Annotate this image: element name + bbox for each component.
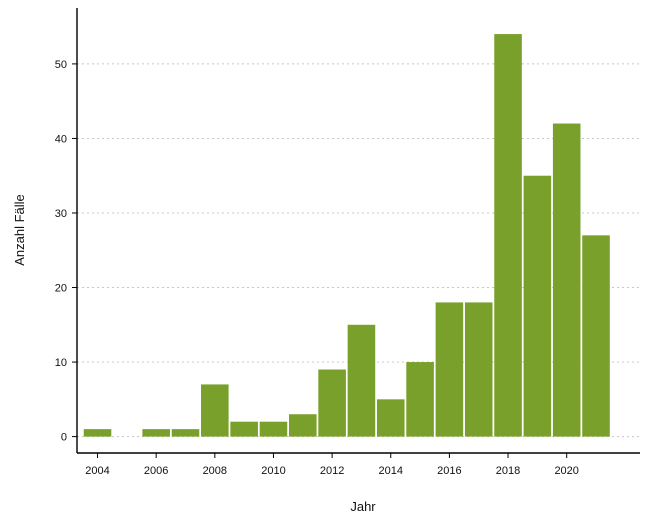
bars bbox=[83, 34, 610, 437]
y-tick-label: 20 bbox=[55, 283, 67, 295]
bar-2013 bbox=[347, 324, 376, 437]
bar-2007 bbox=[171, 429, 200, 437]
x-tick-label: 2006 bbox=[144, 465, 168, 477]
x-tick-label: 2004 bbox=[85, 465, 109, 477]
axes bbox=[76, 8, 640, 454]
bar-2012 bbox=[318, 369, 346, 437]
bar-2018 bbox=[494, 34, 522, 437]
y-tick-label: 30 bbox=[55, 208, 67, 220]
bar-2021 bbox=[582, 235, 610, 437]
bar-2015 bbox=[406, 362, 434, 437]
bar-2008 bbox=[201, 384, 229, 437]
bar-2010 bbox=[259, 421, 288, 437]
y-tick-label: 10 bbox=[55, 357, 67, 369]
bar-2017 bbox=[464, 302, 493, 437]
y-tick-label: 0 bbox=[61, 432, 67, 444]
bar-2006 bbox=[142, 429, 170, 437]
y-axis-ticks: 0 10 20 30 40 50 bbox=[55, 59, 77, 444]
x-tick-label: 2018 bbox=[496, 465, 520, 477]
bar-2011 bbox=[289, 414, 317, 437]
x-axis-ticks: 2004 2006 2008 2010 2012 2014 2016 2018 2020 bbox=[85, 453, 579, 477]
bar-2004 bbox=[83, 429, 112, 437]
bar-2009 bbox=[230, 421, 258, 437]
x-tick-label: 2016 bbox=[437, 465, 461, 477]
x-tick-label: 2008 bbox=[203, 465, 227, 477]
y-axis-title: Anzahl Fälle bbox=[12, 194, 27, 266]
bar-2016 bbox=[435, 302, 464, 437]
x-tick-label: 2020 bbox=[554, 465, 578, 477]
y-tick-label: 40 bbox=[55, 133, 67, 145]
bar-2020 bbox=[552, 123, 581, 437]
bar-2019 bbox=[523, 175, 552, 437]
bar-2014 bbox=[376, 399, 405, 437]
x-tick-label: 2012 bbox=[320, 465, 344, 477]
x-tick-label: 2010 bbox=[261, 465, 285, 477]
x-tick-label: 2014 bbox=[379, 465, 403, 477]
y-tick-label: 50 bbox=[55, 59, 67, 71]
x-axis-title: Jahr bbox=[350, 499, 376, 514]
